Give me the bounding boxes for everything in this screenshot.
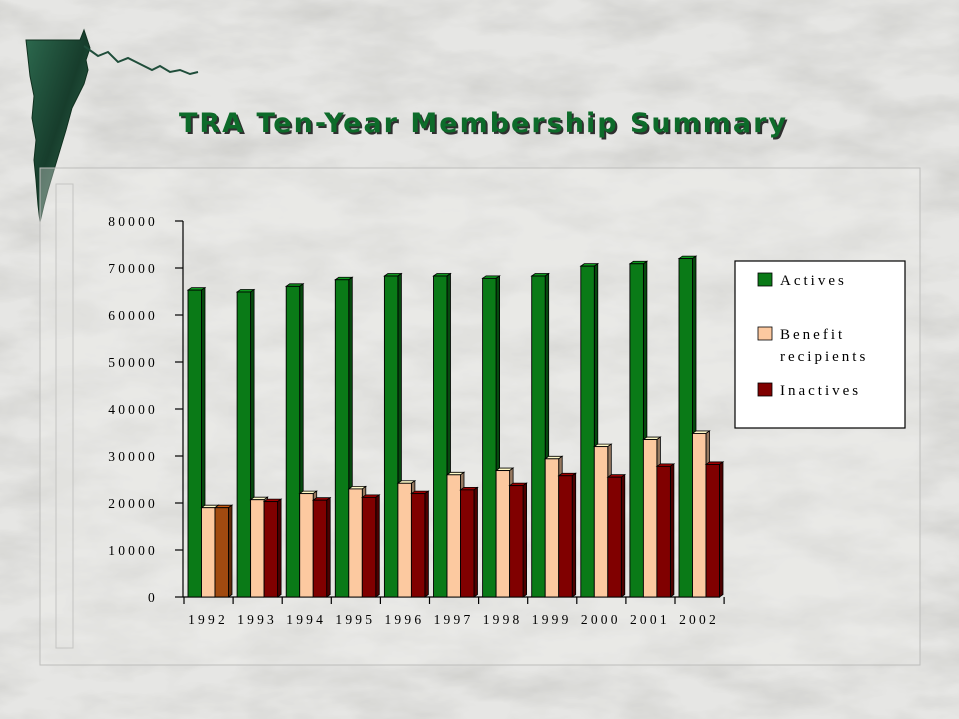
x-tick-label: 1999 xyxy=(532,612,572,627)
ornament-map-icon xyxy=(25,28,199,223)
x-tick-label: 1998 xyxy=(483,612,523,627)
y-tick-label: 70000 xyxy=(108,261,158,276)
inactives-bar xyxy=(213,504,234,598)
x-tick-label: 1992 xyxy=(188,612,228,627)
legend-label-inactives: Inactives xyxy=(780,383,861,399)
inactives-bar xyxy=(459,486,479,598)
inactives-bar xyxy=(410,490,430,598)
page-title: TRA Ten-Year Membership Summary xyxy=(178,108,789,139)
x-tick-label: 1997 xyxy=(434,612,474,627)
y-tick-label: 40000 xyxy=(108,402,158,417)
y-tick-label: 60000 xyxy=(108,308,158,323)
legend-swatch-benefit-recipients xyxy=(757,326,773,341)
x-tick-label: 2002 xyxy=(679,612,719,627)
inactives-bar xyxy=(557,472,577,598)
inactives-bar xyxy=(704,461,725,598)
x-tick-label: 1994 xyxy=(286,612,326,627)
inactives-bar xyxy=(606,473,627,598)
y-tick-label: 0 xyxy=(148,590,158,605)
x-tick-label: 1996 xyxy=(384,612,424,627)
plot-layer: 0 10000 20000 30000 40000 50000 60000 70000 8000… xyxy=(108,214,725,627)
legend-swatch-inactives xyxy=(757,382,773,397)
legend-swatch-actives xyxy=(757,272,773,287)
x-tick-label: 2000 xyxy=(581,612,621,627)
inactives-bar xyxy=(262,498,283,598)
inactives-bar xyxy=(311,496,332,598)
plot-frame xyxy=(55,183,74,649)
y-tick-label: 20000 xyxy=(108,496,158,511)
y-tick-label: 50000 xyxy=(108,355,158,370)
legend-label-benefit-recipients: Benefit recipients xyxy=(780,327,868,365)
y-tick-label: 10000 xyxy=(108,543,158,558)
legend: Actives Benefit recipients Inactives xyxy=(734,260,906,429)
x-tick-label: 1995 xyxy=(335,612,375,627)
y-tick-label: 80000 xyxy=(108,214,158,229)
benefit-recipients-bar xyxy=(543,455,564,598)
inactives-bar xyxy=(655,463,676,598)
inactives-bar xyxy=(361,494,381,598)
x-tick-label: 1993 xyxy=(237,612,277,627)
y-tick-label: 30000 xyxy=(108,449,158,464)
inactives-bar xyxy=(508,482,528,598)
legend-box xyxy=(734,260,906,429)
legend-label-actives: Actives xyxy=(780,273,847,289)
x-tick-label: 2001 xyxy=(630,612,670,627)
